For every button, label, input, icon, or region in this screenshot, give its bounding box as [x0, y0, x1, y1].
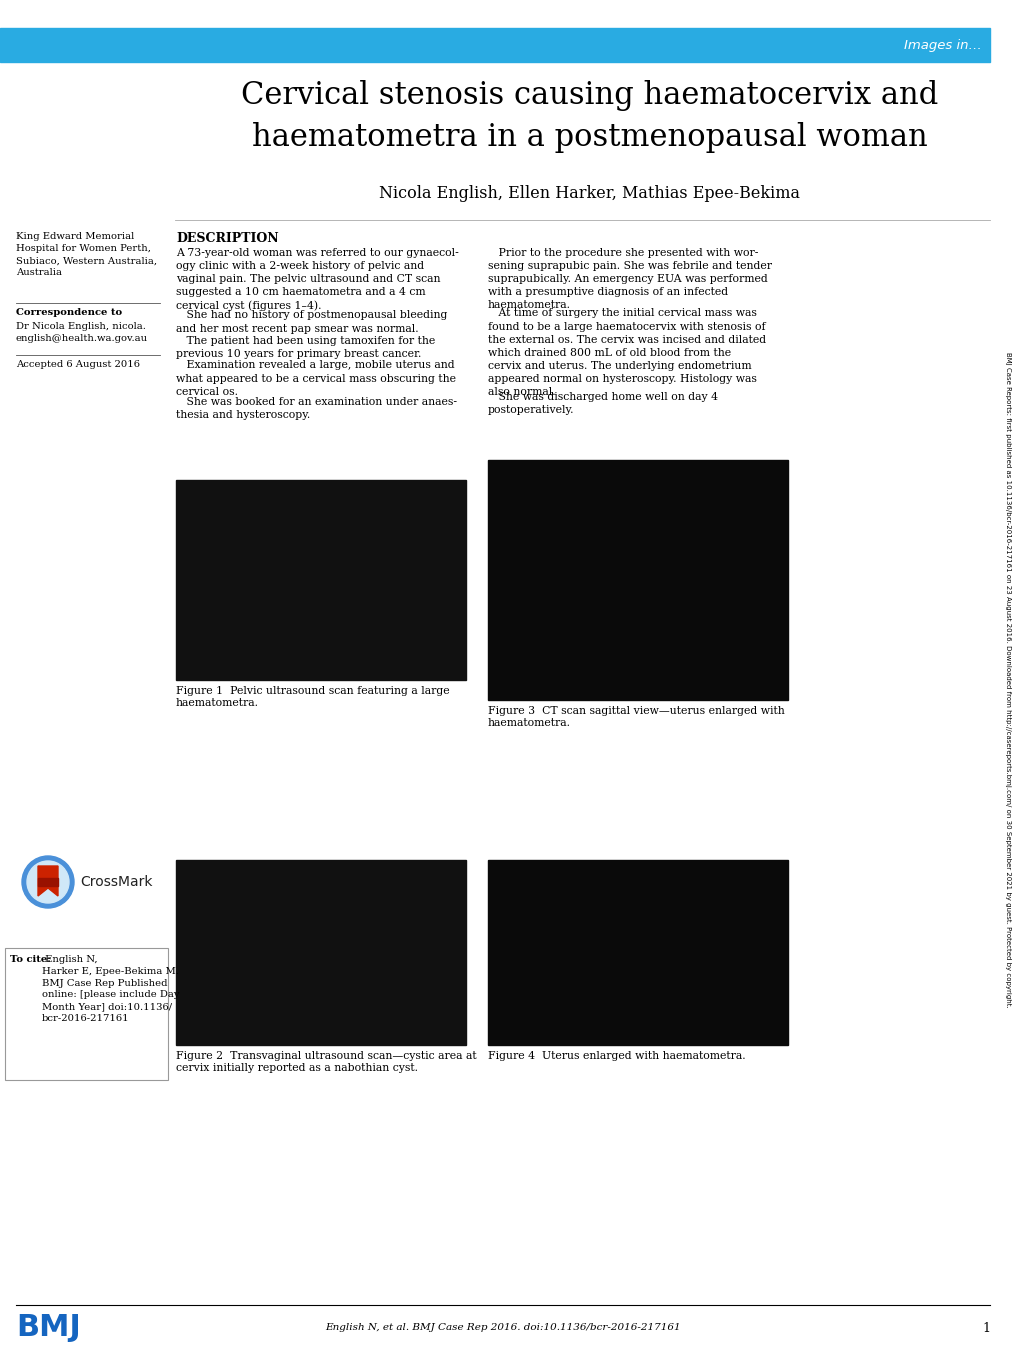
Text: The patient had been using tamoxifen for the
previous 10 years for primary breas: The patient had been using tamoxifen for…	[176, 336, 435, 359]
Text: Figure 3  CT scan sagittal view—uterus enlarged with
haematometra.: Figure 3 CT scan sagittal view—uterus en…	[487, 705, 784, 728]
Text: Images in…: Images in…	[904, 38, 981, 52]
Text: DESCRIPTION: DESCRIPTION	[176, 232, 278, 245]
Bar	[176, 860, 466, 1045]
Text: To cite:: To cite:	[10, 955, 51, 964]
Text: Nicola English, Ellen Harker, Mathias Epee-Bekima: Nicola English, Ellen Harker, Mathias Ep…	[379, 185, 800, 202]
Text: haematometra in a postmenopausal woman: haematometra in a postmenopausal woman	[252, 122, 927, 154]
Text: Correspondence to: Correspondence to	[16, 308, 122, 317]
Bar	[176, 480, 466, 680]
Text: BMJ: BMJ	[16, 1314, 81, 1343]
Text: A 73-year-old woman was referred to our gynaecol-
ogy clinic with a 2-week histo: A 73-year-old woman was referred to our …	[176, 247, 459, 311]
Bar	[38, 878, 58, 886]
Text: She was booked for an examination under anaes-
thesia and hysteroscopy.: She was booked for an examination under …	[176, 397, 457, 420]
Text: Figure 4  Uterus enlarged with haematometra.: Figure 4 Uterus enlarged with haematomet…	[487, 1051, 745, 1061]
Bar	[5, 949, 168, 1080]
Circle shape	[22, 856, 74, 908]
Text: Accepted 6 August 2016: Accepted 6 August 2016	[16, 360, 140, 370]
Text: English N,
Harker E, Epee-Bekima M.
BMJ Case Rep Published
online: [please inclu: English N, Harker E, Epee-Bekima M. BMJ …	[42, 955, 179, 1023]
Text: Figure 2  Transvaginal ultrasound scan—cystic area at
cervix initially reported : Figure 2 Transvaginal ultrasound scan—cy…	[176, 1051, 476, 1074]
Text: Figure 1  Pelvic ultrasound scan featuring a large
haematometra.: Figure 1 Pelvic ultrasound scan featurin…	[176, 686, 449, 708]
Text: At time of surgery the initial cervical mass was
found to be a large haematocerv: At time of surgery the initial cervical …	[487, 308, 765, 397]
Text: Dr Nicola English, nicola.
english@health.wa.gov.au: Dr Nicola English, nicola. english@healt…	[16, 322, 148, 344]
Text: 1: 1	[981, 1321, 989, 1335]
Bar	[487, 860, 788, 1045]
Text: She was discharged home well on day 4
postoperatively.: She was discharged home well on day 4 po…	[487, 391, 717, 414]
Text: CrossMark: CrossMark	[79, 875, 153, 889]
Text: She had no history of postmenopausal bleeding
and her most recent pap smear was : She had no history of postmenopausal ble…	[176, 310, 447, 333]
Text: BMJ Case Reports: first published as 10.1136/bcr-2016-217161 on 23 August 2016. : BMJ Case Reports: first published as 10.…	[1004, 352, 1010, 1008]
Bar	[0, 29, 989, 63]
Polygon shape	[38, 866, 58, 896]
Bar	[487, 459, 788, 700]
Text: King Edward Memorial
Hospital for Women Perth,
Subiaco, Western Australia,
Austr: King Edward Memorial Hospital for Women …	[16, 232, 157, 277]
Text: Cervical stenosis causing haematocervix and: Cervical stenosis causing haematocervix …	[242, 80, 937, 111]
Text: Examination revealed a large, mobile uterus and
what appeared to be a cervical m: Examination revealed a large, mobile ute…	[176, 360, 455, 397]
Circle shape	[26, 862, 69, 902]
Text: Prior to the procedure she presented with wor-
sening suprapubic pain. She was f: Prior to the procedure she presented wit…	[487, 247, 771, 310]
Text: English N, et al. BMJ Case Rep 2016. doi:10.1136/bcr-2016-217161: English N, et al. BMJ Case Rep 2016. doi…	[325, 1324, 680, 1333]
